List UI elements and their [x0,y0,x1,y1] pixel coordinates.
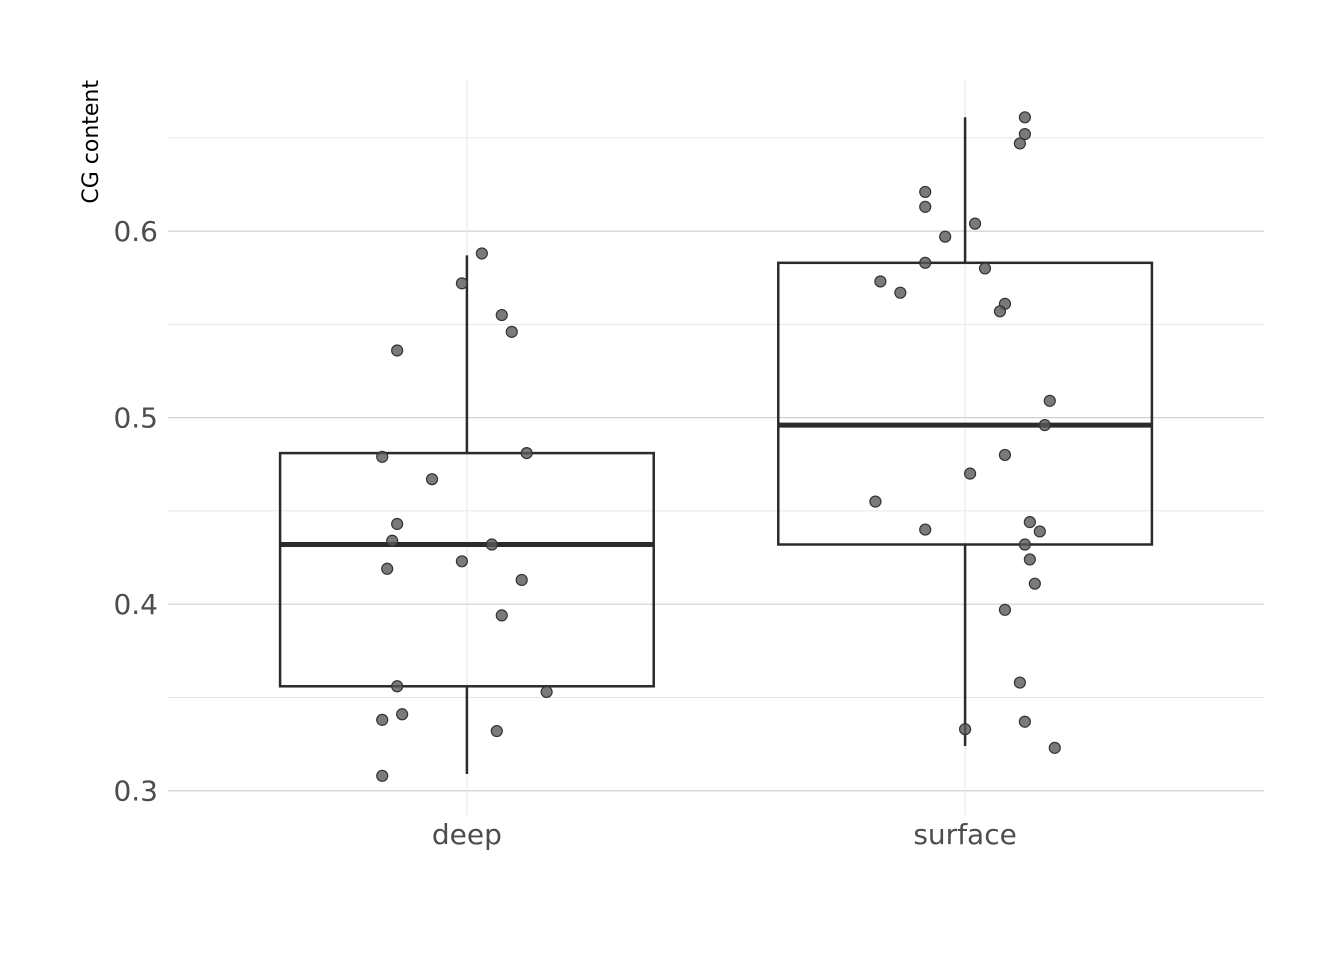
data-point [495,308,508,322]
x-tick-label: surface [913,818,1016,851]
data-point [1018,127,1031,141]
data-point [1048,741,1061,754]
data-point [1038,419,1051,432]
data-point [1018,111,1031,124]
box-layer [278,117,1154,774]
data-point [391,344,404,357]
data-point [1023,553,1036,566]
box-surface [777,261,1154,546]
data-point [1018,715,1031,728]
data-point [1013,676,1026,689]
data-point [540,685,553,698]
y-tick-label: 0.5 [113,402,158,435]
data-point [396,708,409,721]
data-point [376,450,389,463]
data-point [939,230,952,243]
data-point [505,325,518,338]
data-point [894,286,907,299]
data-point [919,200,932,213]
data-point [1013,137,1026,150]
data-point [919,523,932,536]
data-point [968,217,982,230]
data-point [869,495,882,508]
axis-layer: 0.3 0.4 0.5 0.6 deep surface [113,215,1016,851]
data-point [376,769,389,782]
data-point [490,724,503,738]
data-point [998,448,1012,462]
data-point [495,609,508,622]
y-tick-label: 0.3 [113,775,158,808]
data-point [520,446,533,460]
point-layer [376,111,1061,782]
data-point [963,467,977,480]
data-point [919,185,932,199]
data-point [391,680,404,693]
y-tick-label: 0.4 [113,588,158,621]
data-point [1033,525,1046,538]
data-point [475,247,488,260]
box-deep [278,451,655,688]
data-point [919,256,932,269]
data-point [1023,516,1036,529]
data-point [455,277,469,290]
data-point [978,262,992,275]
data-point [381,562,394,575]
data-point [455,555,469,568]
y-tick-label: 0.6 [113,215,158,248]
data-point [425,473,439,486]
data-point [485,538,498,551]
grid-layer [168,80,1264,815]
data-point [998,603,1012,616]
data-point [993,305,1007,318]
data-point [386,534,399,547]
data-point [376,713,389,726]
y-axis-title: CG content [79,80,104,204]
data-point [515,573,528,587]
data-point [1028,577,1041,590]
data-point [1043,394,1056,407]
data-point [874,275,887,288]
data-point [391,517,404,531]
data-point [1018,538,1031,551]
data-point [958,723,972,736]
x-tick-label: deep [432,818,502,851]
